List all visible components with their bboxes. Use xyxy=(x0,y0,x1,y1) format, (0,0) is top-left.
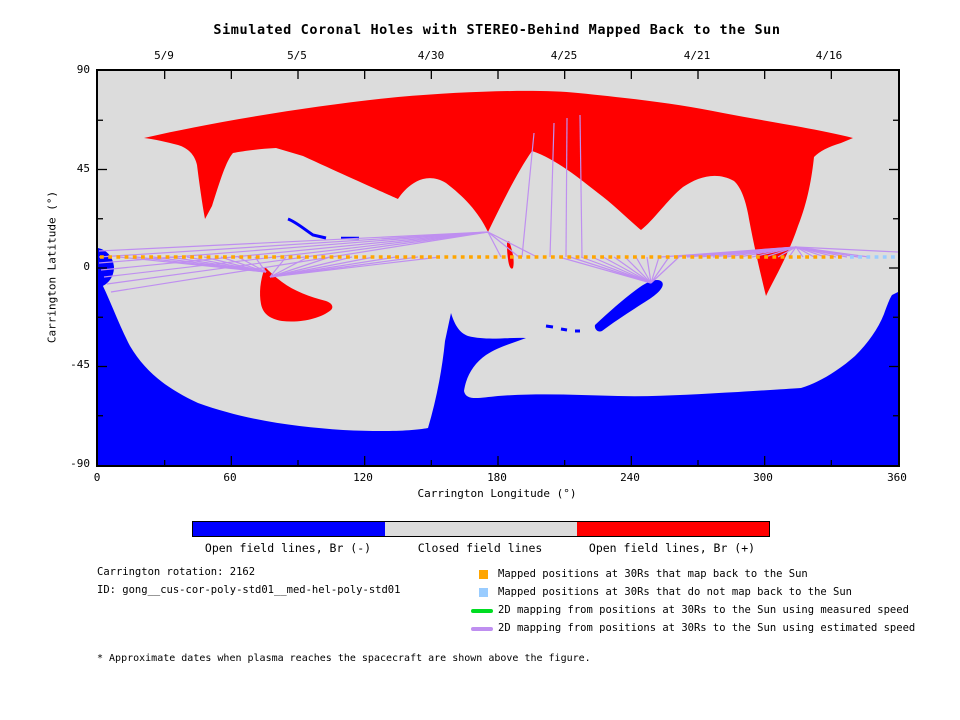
mapping-line xyxy=(220,256,267,273)
mapping-line xyxy=(98,231,489,252)
open-field-positive-region-crescent xyxy=(260,267,333,322)
mapping-line xyxy=(487,231,538,258)
legend-label: 2D mapping from positions at 30Rs to the… xyxy=(498,622,916,634)
open-field-negative-dots xyxy=(545,324,580,333)
y-axis-title: Carrington Latitude (°) xyxy=(45,190,59,344)
mapping-line xyxy=(98,231,489,264)
orange-square-icon xyxy=(479,570,488,579)
y-tick-label: 45 xyxy=(76,162,90,175)
lightblue-square-icon xyxy=(479,588,488,597)
mapping-line xyxy=(613,256,652,284)
open-field-positive-region-main xyxy=(144,90,853,296)
mapping-line xyxy=(269,256,441,278)
legend-label: Mapped positions at 30Rs that do not map… xyxy=(498,586,853,598)
legend-label: Mapped positions at 30Rs that map back t… xyxy=(498,568,808,580)
mapping-line xyxy=(100,231,489,271)
top-axis-date: 5/9 xyxy=(154,49,174,62)
top-axis-date: 4/16 xyxy=(815,49,843,62)
mapping-line xyxy=(98,231,489,258)
mapping-line xyxy=(646,256,652,284)
model-id-text: ID: gong__cus-cor-poly-std01__med-hel-po… xyxy=(97,584,401,596)
x-tick-label: 0 xyxy=(93,471,101,484)
plot-area xyxy=(96,69,900,467)
mapping-line xyxy=(549,122,555,258)
top-axis-date: 5/5 xyxy=(287,49,307,62)
green-line-icon xyxy=(471,609,493,613)
y-tick-label: -90 xyxy=(70,457,90,470)
mapping-line xyxy=(521,132,535,258)
x-tick-label: 120 xyxy=(353,471,373,484)
mapping-line xyxy=(580,256,652,284)
open-field-negative-region-arm xyxy=(594,279,663,332)
x-tick-label: 180 xyxy=(487,471,507,484)
x-tick-label: 360 xyxy=(887,471,907,484)
x-axis-title: Carrington Longitude (°) xyxy=(417,487,577,500)
field-line-colorbar xyxy=(192,521,770,537)
mapping-line xyxy=(487,231,502,258)
mapping-line xyxy=(569,256,652,284)
mapping-line xyxy=(764,246,797,258)
open-field-negative-arcs xyxy=(287,217,327,240)
mapping-line xyxy=(269,256,309,278)
mapping-line xyxy=(269,256,331,278)
footnote-text: * Approximate dates when plasma reaches … xyxy=(97,653,591,664)
carrington-rotation-text: Carrington rotation: 2162 xyxy=(97,566,256,578)
axis-ticks xyxy=(98,71,898,465)
legend-label: 2D mapping from positions at 30Rs to the… xyxy=(498,604,909,616)
x-tick-label: 300 xyxy=(753,471,773,484)
colorbar-label: Open field lines, Br (+) xyxy=(588,541,756,555)
mapping-line xyxy=(110,231,489,293)
mapping-line xyxy=(565,117,568,258)
mapping-line xyxy=(591,256,652,284)
colorbar-label: Closed field lines xyxy=(417,541,543,555)
mapping-line xyxy=(103,231,489,278)
mapping-line xyxy=(487,231,520,258)
top-axis-date: 4/21 xyxy=(683,49,711,62)
colorbar-segment-negative xyxy=(193,522,385,536)
coronal-hole-map xyxy=(98,71,898,465)
mapping-line xyxy=(795,246,898,253)
colorbar-label: Open field lines, Br (-) xyxy=(204,541,372,555)
mapping-line xyxy=(269,256,353,278)
mapping-line xyxy=(650,256,680,284)
mapping-line xyxy=(624,256,652,284)
colorbar-segment-closed xyxy=(385,522,577,536)
purple-line-icon xyxy=(471,627,493,631)
mapping-line xyxy=(650,256,670,284)
mapping-line xyxy=(650,256,660,284)
x-tick-label: 240 xyxy=(620,471,640,484)
x-tick-label: 60 xyxy=(223,471,237,484)
chart-title: Simulated Coronal Holes with STEREO-Behi… xyxy=(213,22,781,38)
mapping-line xyxy=(635,256,652,284)
colorbar-segment-positive xyxy=(577,522,769,536)
y-tick-label: -45 xyxy=(70,358,90,371)
mapping-line xyxy=(795,246,870,258)
top-axis-date: 4/25 xyxy=(550,49,578,62)
top-axis-date: 4/30 xyxy=(417,49,445,62)
mapping-line xyxy=(579,114,583,258)
y-tick-label: 90 xyxy=(76,63,90,76)
mapping-lines-layer xyxy=(98,114,898,293)
open-field-negative-region-south xyxy=(98,276,898,465)
y-tick-label: 0 xyxy=(83,260,90,273)
mapping-line xyxy=(602,256,652,284)
mapping-line xyxy=(795,246,804,258)
